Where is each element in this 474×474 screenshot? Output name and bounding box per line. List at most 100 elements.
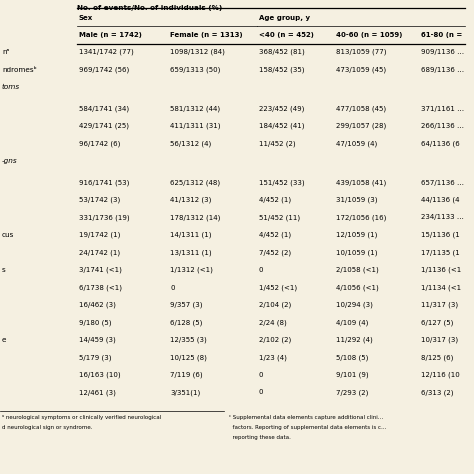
Text: 11/292 (4): 11/292 (4): [336, 337, 373, 343]
Text: 916/1741 (53): 916/1741 (53): [79, 179, 129, 186]
Text: 581/1312 (44): 581/1312 (44): [170, 105, 220, 112]
Text: Age group, y: Age group, y: [259, 15, 310, 21]
Text: <40 (n = 452): <40 (n = 452): [259, 32, 314, 38]
Text: 9/357 (3): 9/357 (3): [170, 302, 203, 308]
Text: 6/313 (2): 6/313 (2): [421, 389, 454, 396]
Text: 2/1058 (<1): 2/1058 (<1): [336, 267, 378, 273]
Text: 477/1058 (45): 477/1058 (45): [336, 105, 386, 112]
Text: 11/317 (3): 11/317 (3): [421, 302, 458, 308]
Text: nᵃ: nᵃ: [2, 49, 9, 55]
Text: 234/1133 …: 234/1133 …: [421, 215, 464, 220]
Text: 172/1056 (16): 172/1056 (16): [336, 214, 386, 221]
Text: 17/1135 (1: 17/1135 (1: [421, 249, 460, 256]
Text: 9/101 (9): 9/101 (9): [336, 372, 368, 378]
Text: 12/355 (3): 12/355 (3): [170, 337, 207, 343]
Text: 61-80 (n =: 61-80 (n =: [421, 32, 463, 38]
Text: 3/351(1): 3/351(1): [170, 389, 201, 396]
Text: 411/1311 (31): 411/1311 (31): [170, 123, 221, 129]
Text: 10/125 (8): 10/125 (8): [170, 354, 207, 361]
Text: 659/1313 (50): 659/1313 (50): [170, 66, 220, 73]
Text: 0: 0: [259, 267, 264, 273]
Text: 7/293 (2): 7/293 (2): [336, 389, 368, 396]
Text: 53/1742 (3): 53/1742 (3): [79, 197, 120, 203]
Text: 158/452 (35): 158/452 (35): [259, 66, 304, 73]
Text: 15/1136 (1: 15/1136 (1: [421, 232, 460, 238]
Text: 12/1059 (1): 12/1059 (1): [336, 232, 377, 238]
Text: 1341/1742 (77): 1341/1742 (77): [79, 49, 134, 55]
Text: 10/294 (3): 10/294 (3): [336, 302, 373, 308]
Text: 371/1161 …: 371/1161 …: [421, 106, 465, 111]
Text: 3/1741 (<1): 3/1741 (<1): [79, 267, 122, 273]
Text: Sex: Sex: [79, 15, 93, 21]
Text: 4/452 (1): 4/452 (1): [259, 232, 291, 238]
Text: -gns: -gns: [2, 158, 18, 164]
Text: 969/1742 (56): 969/1742 (56): [79, 66, 129, 73]
Text: 16/163 (10): 16/163 (10): [79, 372, 120, 378]
Text: 584/1741 (34): 584/1741 (34): [79, 105, 129, 112]
Text: 41/1312 (3): 41/1312 (3): [170, 197, 212, 203]
Text: 4/1056 (<1): 4/1056 (<1): [336, 284, 378, 291]
Text: 689/1136 …: 689/1136 …: [421, 66, 465, 73]
Text: ndromesᵇ: ndromesᵇ: [2, 66, 36, 73]
Text: 184/452 (41): 184/452 (41): [259, 123, 304, 129]
Text: 56/1312 (4): 56/1312 (4): [170, 140, 211, 147]
Text: ᵃ neurological symptoms or clinically verified neurological: ᵃ neurological symptoms or clinically ve…: [2, 415, 161, 420]
Text: 0: 0: [170, 284, 175, 291]
Text: 1/23 (4): 1/23 (4): [259, 354, 287, 361]
Text: 1/1312 (<1): 1/1312 (<1): [170, 267, 213, 273]
Text: 51/452 (11): 51/452 (11): [259, 214, 300, 221]
Text: 439/1058 (41): 439/1058 (41): [336, 179, 386, 186]
Text: s: s: [2, 267, 6, 273]
Text: 625/1312 (48): 625/1312 (48): [170, 179, 220, 186]
Text: 11/452 (2): 11/452 (2): [259, 140, 295, 147]
Text: 657/1136 …: 657/1136 …: [421, 180, 464, 185]
Text: 473/1059 (45): 473/1059 (45): [336, 66, 386, 73]
Text: Female (n = 1313): Female (n = 1313): [170, 32, 243, 38]
Text: d neurological sign or syndrome.: d neurological sign or syndrome.: [2, 425, 92, 430]
Text: 9/180 (5): 9/180 (5): [79, 319, 111, 326]
Text: 12/116 (10: 12/116 (10: [421, 372, 460, 378]
Text: 368/452 (81): 368/452 (81): [259, 49, 305, 55]
Text: 64/1136 (6: 64/1136 (6: [421, 140, 460, 147]
Text: 331/1736 (19): 331/1736 (19): [79, 214, 129, 221]
Text: 13/1311 (1): 13/1311 (1): [170, 249, 212, 256]
Text: 14/459 (3): 14/459 (3): [79, 337, 116, 343]
Text: 14/1311 (1): 14/1311 (1): [170, 232, 212, 238]
Text: Male (n = 1742): Male (n = 1742): [79, 32, 142, 38]
Text: 4/109 (4): 4/109 (4): [336, 319, 368, 326]
Text: e: e: [2, 337, 7, 343]
Text: 40-60 (n = 1059): 40-60 (n = 1059): [336, 32, 402, 38]
Text: 7/119 (6): 7/119 (6): [170, 372, 203, 378]
Text: 5/108 (5): 5/108 (5): [336, 354, 368, 361]
Text: 266/1136 …: 266/1136 …: [421, 123, 464, 129]
Text: 429/1741 (25): 429/1741 (25): [79, 123, 129, 129]
Text: ᶜ Supplemental data elements capture additional clini…: ᶜ Supplemental data elements capture add…: [228, 415, 383, 420]
Text: toms: toms: [2, 84, 20, 90]
Text: 299/1057 (28): 299/1057 (28): [336, 123, 386, 129]
Text: 813/1059 (77): 813/1059 (77): [336, 49, 386, 55]
Text: 6/127 (5): 6/127 (5): [421, 319, 454, 326]
Text: 10/1059 (1): 10/1059 (1): [336, 249, 377, 256]
Text: 1098/1312 (84): 1098/1312 (84): [170, 49, 225, 55]
Text: 44/1136 (4: 44/1136 (4: [421, 197, 460, 203]
Text: 31/1059 (3): 31/1059 (3): [336, 197, 377, 203]
Text: 5/179 (3): 5/179 (3): [79, 354, 111, 361]
Text: 19/1742 (1): 19/1742 (1): [79, 232, 120, 238]
Text: 0: 0: [259, 372, 264, 378]
Text: No. of events/No. of individuals (%): No. of events/No. of individuals (%): [77, 5, 222, 11]
Text: 24/1742 (1): 24/1742 (1): [79, 249, 120, 256]
Text: 2/102 (2): 2/102 (2): [259, 337, 291, 343]
Text: 10/317 (3): 10/317 (3): [421, 337, 458, 343]
Text: 1/452 (<1): 1/452 (<1): [259, 284, 297, 291]
Text: 909/1136 …: 909/1136 …: [421, 49, 465, 55]
Text: reporting these data.: reporting these data.: [228, 435, 291, 440]
Text: 6/1738 (<1): 6/1738 (<1): [79, 284, 122, 291]
Text: 1/1134 (<1: 1/1134 (<1: [421, 284, 461, 291]
Text: 47/1059 (4): 47/1059 (4): [336, 140, 377, 147]
Text: 6/128 (5): 6/128 (5): [170, 319, 203, 326]
Text: factors. Reporting of supplemental data elements is c…: factors. Reporting of supplemental data …: [228, 425, 386, 430]
Text: 4/452 (1): 4/452 (1): [259, 197, 291, 203]
Text: 0: 0: [259, 390, 264, 395]
Text: 12/461 (3): 12/461 (3): [79, 389, 116, 396]
Text: 7/452 (2): 7/452 (2): [259, 249, 291, 256]
